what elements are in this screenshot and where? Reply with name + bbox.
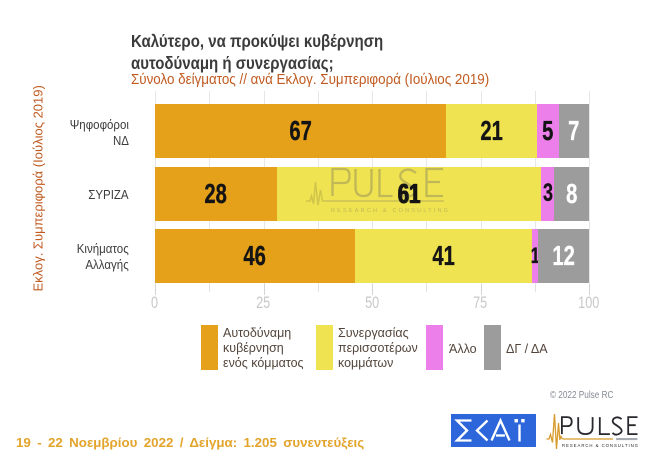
- svg-text:RESEARCH & CONSULTING: RESEARCH & CONSULTING: [331, 208, 450, 214]
- svg-text:RESEARCH & CONSULTING: RESEARCH & CONSULTING: [562, 443, 639, 448]
